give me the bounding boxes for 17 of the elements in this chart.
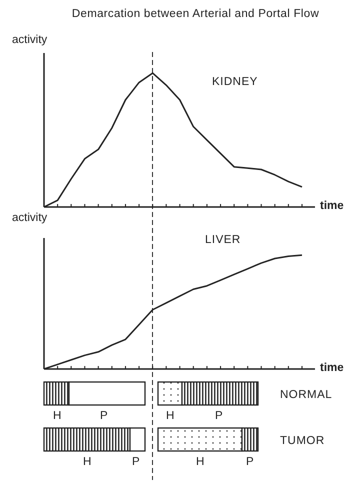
text: P xyxy=(132,456,140,468)
text: LIVER xyxy=(205,234,241,246)
x-axis-title: time xyxy=(320,362,344,374)
text: P xyxy=(215,410,224,422)
y-axis-title: activity xyxy=(12,212,48,224)
text: H xyxy=(53,410,62,422)
y-axis-title: activity xyxy=(12,34,48,46)
annotation: KIDNEY xyxy=(212,76,258,88)
text: H xyxy=(196,456,205,468)
chart-title: Demarcation between Arterial and Portal Flow xyxy=(70,8,320,20)
text: H xyxy=(83,456,92,468)
text: P xyxy=(100,410,108,422)
text: NORMAL xyxy=(280,389,332,401)
x-axis-title: time xyxy=(320,200,344,212)
text: P xyxy=(246,456,254,468)
text: TUMOR xyxy=(280,435,325,447)
text: H xyxy=(166,410,175,422)
